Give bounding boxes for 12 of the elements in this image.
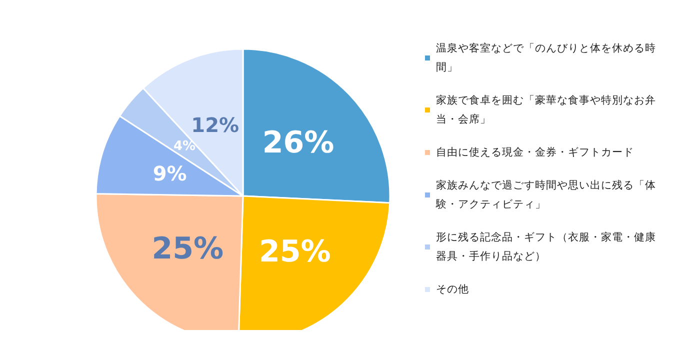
data-label: 26% — [262, 126, 334, 161]
legend-label: 温泉や客室などで「のんびりと体を休める時間」 — [436, 42, 656, 74]
legend-label: 家族みんなで過ごす時間や思い出に残る「体験・アクティビティ」 — [435, 178, 656, 210]
legend-label: 形に残る記念品・ギフト（衣服・家電・健康器具・手作り品など） — [436, 230, 656, 262]
legend-label: 家族で食卓を囲む「豪華な食事や特別なお弁当・会席」 — [436, 94, 656, 126]
data-label: 9% — [152, 162, 187, 186]
data-label: 4% — [173, 139, 196, 154]
data-label: 25% — [259, 234, 331, 270]
legend-label: その他 — [436, 284, 469, 296]
data-label: 25% — [152, 231, 224, 266]
legend-label: 自由に使える現金・金券・ギフトカード — [436, 146, 634, 158]
data-label: 12% — [191, 112, 240, 137]
